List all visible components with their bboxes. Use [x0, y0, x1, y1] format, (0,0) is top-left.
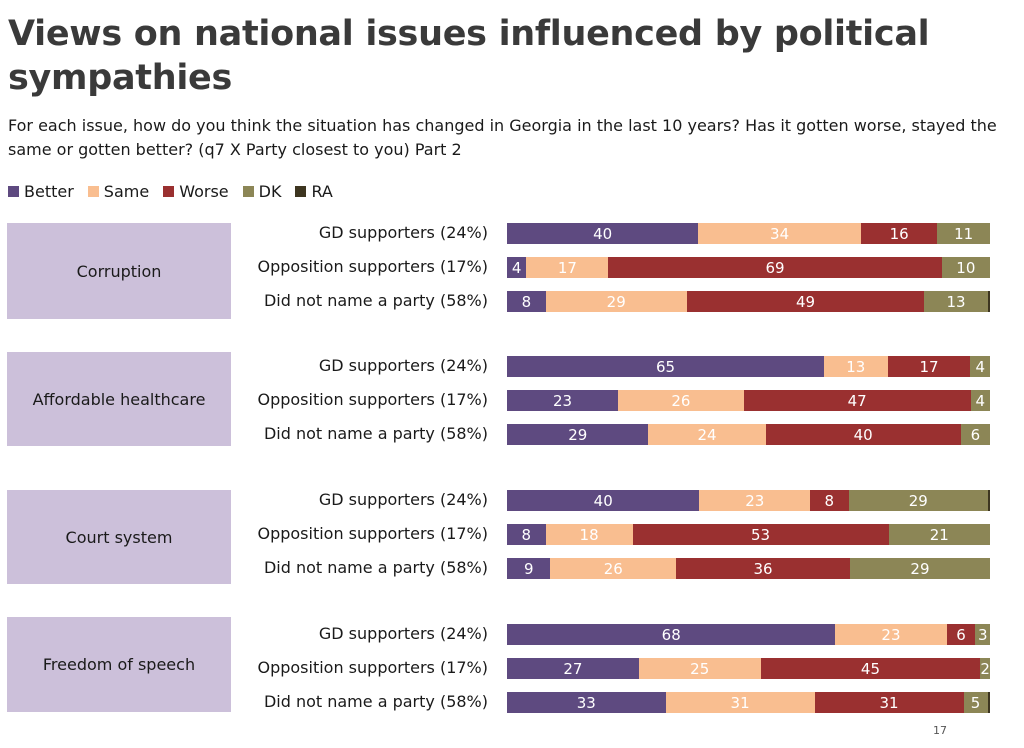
bar-segment-better: 8	[507, 524, 546, 545]
bar-segment-dk: 29	[848, 490, 989, 511]
bar-segment-same: 18	[545, 524, 633, 545]
bar-segment-same: 34	[698, 223, 861, 244]
page-number: 17	[933, 724, 947, 737]
legend-item-dk: DK	[242, 182, 282, 201]
bar-segment-worse: 6	[946, 624, 976, 645]
bar-segment-worse: 8	[810, 490, 849, 511]
legend-label: Better	[24, 182, 74, 201]
legend-label: RA	[311, 182, 333, 201]
row-label: Did not name a party (58%)	[263, 424, 488, 443]
legend-swatch	[242, 186, 254, 197]
legend-item-better: Better	[8, 182, 74, 201]
legend-swatch	[87, 186, 99, 197]
bar-segment-dk: 13	[924, 291, 988, 312]
bar-segment-better: 27	[507, 658, 639, 679]
stacked-bar: 29 24 40 6	[507, 424, 990, 445]
chart-legend: Better Same Worse DK RA	[8, 182, 333, 201]
legend-label: Same	[103, 182, 150, 201]
stacked-bar: 33 31 31 5	[507, 692, 990, 713]
bar-segment-same: 26	[550, 558, 677, 579]
row-label: Opposition supporters (17%)	[257, 390, 488, 409]
row-label: Did not name a party (58%)	[263, 692, 488, 711]
bar-segment-worse: 36	[676, 558, 850, 579]
bar-segment-better: 68	[507, 624, 836, 645]
bar-segment-better: 33	[507, 692, 666, 713]
bar-segment-same: 29	[545, 291, 687, 312]
bar-segment-better: 23	[507, 390, 619, 411]
page-title: Views on national issues influenced by p…	[8, 14, 930, 98]
bar-segment-same: 17	[526, 257, 609, 278]
bar-segment-better: 4	[507, 257, 527, 278]
row-label: Opposition supporters (17%)	[257, 257, 488, 276]
bar-segment-worse: 45	[760, 658, 981, 679]
bar-segment-same: 24	[648, 424, 766, 445]
bar-segment-better: 29	[507, 424, 649, 445]
stacked-bar: 40 34 16 11	[507, 223, 990, 244]
bar-segment-worse: 49	[686, 291, 925, 312]
stacked-bar: 9 26 36 29	[507, 558, 990, 579]
legend-swatch	[8, 186, 19, 197]
bar-segment-dk: 10	[941, 257, 990, 278]
bar-segment-better: 8	[507, 291, 546, 312]
group-label-court-system: Court system	[7, 490, 231, 584]
stacked-bar: 8 29 49 13	[507, 291, 990, 312]
bar-segment-same: 23	[835, 624, 947, 645]
chart-subtitle: For each issue, how do you think the sit…	[8, 116, 997, 159]
group-label-affordable-healthcare: Affordable healthcare	[7, 352, 231, 446]
legend-swatch	[295, 186, 307, 197]
bar-segment-dk: 21	[888, 524, 990, 545]
bar-segment-same: 13	[824, 356, 888, 377]
stacked-bar: 68 23 6 3	[507, 624, 990, 645]
bar-segment-better: 40	[507, 223, 699, 244]
legend-label: Worse	[179, 182, 229, 201]
bar-segment-same: 23	[699, 490, 811, 511]
bar-segment-same: 31	[665, 692, 815, 713]
bar-segment-worse: 16	[860, 223, 938, 244]
row-label: GD supporters (24%)	[318, 223, 488, 242]
bar-segment-better: 65	[507, 356, 825, 377]
bar-segment-better: 9	[507, 558, 551, 579]
row-label: Opposition supporters (17%)	[257, 658, 488, 677]
stacked-bar: 65 13 17 4	[507, 356, 990, 377]
legend-label: DK	[258, 182, 282, 201]
group-label-freedom-of-speech: Freedom of speech	[7, 617, 231, 712]
bar-segment-dk: 4	[970, 356, 990, 377]
bar-segment-ra	[988, 490, 990, 511]
row-label: Did not name a party (58%)	[263, 558, 488, 577]
stacked-bar: 8 18 53 21	[507, 524, 990, 545]
bar-segment-worse: 47	[743, 390, 971, 411]
stacked-bar: 40 23 8 29	[507, 490, 990, 511]
row-label: GD supporters (24%)	[318, 356, 488, 375]
bar-segment-dk: 3	[975, 624, 990, 645]
legend-item-ra: RA	[295, 182, 333, 201]
row-label: Opposition supporters (17%)	[257, 524, 488, 543]
bar-segment-dk: 5	[963, 692, 988, 713]
bar-segment-worse: 69	[608, 257, 942, 278]
stacked-bar: 23 26 47 4	[507, 390, 990, 411]
row-label: GD supporters (24%)	[318, 490, 488, 509]
bar-segment-same: 25	[638, 658, 761, 679]
legend-swatch	[163, 186, 175, 197]
row-label: GD supporters (24%)	[318, 624, 488, 643]
stacked-bar: 27 25 45 2	[507, 658, 990, 679]
legend-item-worse: Worse	[163, 182, 229, 201]
stacked-bar: 4 17 69 10	[507, 257, 990, 278]
bar-segment-dk: 6	[960, 424, 990, 445]
group-label-corruption: Corruption	[7, 223, 231, 319]
legend-item-same: Same	[87, 182, 150, 201]
bar-segment-ra	[987, 291, 990, 312]
bar-segment-worse: 17	[887, 356, 971, 377]
bar-segment-worse: 53	[632, 524, 889, 545]
bar-segment-same: 26	[618, 390, 744, 411]
bar-segment-worse: 31	[814, 692, 964, 713]
bar-segment-better: 40	[507, 490, 700, 511]
bar-segment-dk: 29	[849, 558, 990, 579]
bar-segment-dk: 11	[937, 223, 990, 244]
bar-segment-worse: 40	[765, 424, 961, 445]
bar-segment-ra	[987, 692, 990, 713]
bar-segment-dk: 2	[980, 658, 990, 679]
bar-segment-dk: 4	[970, 390, 990, 411]
row-label: Did not name a party (58%)	[263, 291, 488, 310]
